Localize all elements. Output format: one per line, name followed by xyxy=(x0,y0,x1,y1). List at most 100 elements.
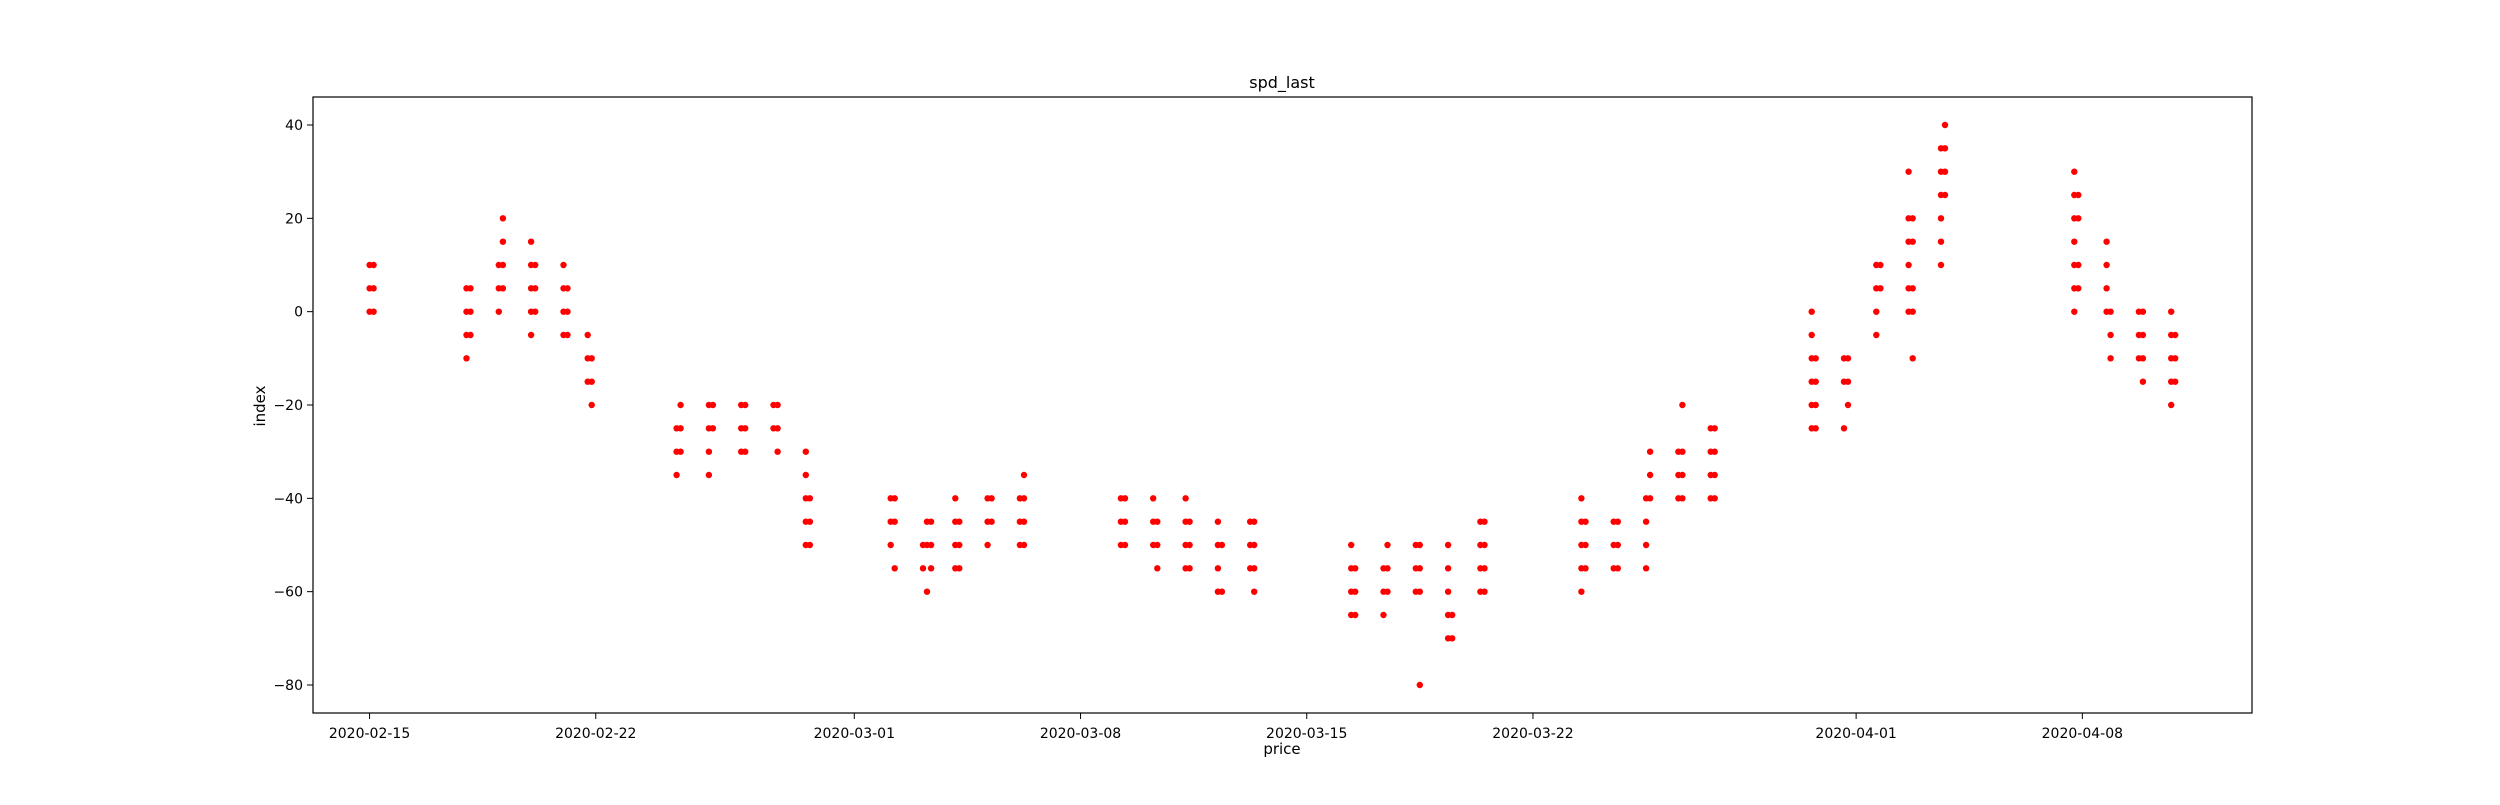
data-point xyxy=(1578,588,1585,595)
data-point xyxy=(927,541,935,549)
data-point xyxy=(370,261,377,269)
x-tick-label: 2020-04-08 xyxy=(2042,726,2123,742)
data-point xyxy=(499,261,507,269)
data-point xyxy=(988,495,995,502)
data-point xyxy=(2168,308,2175,315)
data-point xyxy=(2103,285,2110,292)
data-point xyxy=(584,331,591,339)
data-point xyxy=(806,541,814,549)
data-point xyxy=(919,565,927,572)
data-point xyxy=(2071,168,2078,175)
x-axis-label: price xyxy=(1263,740,1300,758)
data-point xyxy=(560,261,567,269)
data-point xyxy=(2075,191,2082,199)
data-point xyxy=(499,215,507,222)
data-point xyxy=(1909,215,1916,222)
y-tick-label: 0 xyxy=(294,305,303,321)
data-point xyxy=(891,518,898,525)
data-point xyxy=(891,495,898,502)
data-point xyxy=(1444,588,1452,595)
data-point xyxy=(891,565,898,572)
data-point xyxy=(2172,378,2179,385)
data-point xyxy=(1614,541,1622,549)
data-point xyxy=(588,355,595,362)
data-point xyxy=(499,285,507,292)
data-point xyxy=(1808,308,1815,315)
data-point xyxy=(1214,518,1222,525)
data-point xyxy=(927,565,935,572)
data-point xyxy=(2071,308,2078,315)
data-points xyxy=(366,121,2179,689)
data-point xyxy=(1711,495,1718,502)
data-point xyxy=(1449,635,1456,642)
data-point xyxy=(1844,378,1852,385)
data-point xyxy=(1937,238,1945,245)
data-point xyxy=(2075,285,2082,292)
data-point xyxy=(1582,565,1589,572)
data-point xyxy=(532,285,539,292)
data-point xyxy=(527,238,535,245)
data-point xyxy=(1481,541,1488,549)
data-point xyxy=(1214,565,1222,572)
data-point xyxy=(1384,565,1391,572)
data-point xyxy=(1941,145,1949,152)
data-point xyxy=(956,518,963,525)
data-point xyxy=(1121,518,1129,525)
data-point xyxy=(1444,565,1452,572)
data-point xyxy=(527,331,535,339)
y-axis-ticks: 40 20 0 −20 −40 −60 −80 xyxy=(273,118,313,694)
data-point xyxy=(1352,611,1359,619)
data-point xyxy=(709,401,717,409)
data-point xyxy=(1679,401,1686,409)
data-point xyxy=(2103,261,2110,269)
data-point xyxy=(467,308,474,315)
chart-title: spd_last xyxy=(1249,73,1315,93)
data-point xyxy=(677,448,684,455)
data-point xyxy=(1909,355,1916,362)
data-point xyxy=(1937,261,1945,269)
data-point xyxy=(564,331,571,339)
data-point xyxy=(1416,565,1424,572)
data-point xyxy=(1873,331,1880,339)
data-point xyxy=(1808,331,1815,339)
data-point xyxy=(742,401,749,409)
data-point xyxy=(1218,541,1226,549)
data-point xyxy=(1711,448,1718,455)
x-tick-label: 2020-03-08 xyxy=(1040,726,1121,742)
data-point xyxy=(495,308,502,315)
data-point xyxy=(1909,308,1916,315)
data-point xyxy=(956,541,963,549)
data-point xyxy=(1642,565,1650,572)
y-tick-label: −80 xyxy=(273,678,303,694)
data-point xyxy=(1121,541,1129,549)
data-point xyxy=(2071,238,2078,245)
data-point xyxy=(588,401,595,409)
data-point xyxy=(774,425,781,432)
data-point xyxy=(1384,541,1391,549)
data-point xyxy=(370,285,377,292)
y-axis-label: index xyxy=(251,385,269,426)
data-point xyxy=(564,285,571,292)
data-point xyxy=(1251,565,1258,572)
data-point xyxy=(1481,565,1488,572)
x-tick-label: 2020-04-01 xyxy=(1815,726,1896,742)
data-point xyxy=(1877,261,1884,269)
data-point xyxy=(1251,518,1258,525)
y-tick-label: 40 xyxy=(285,118,303,134)
data-point xyxy=(499,238,507,245)
y-tick-label: −20 xyxy=(273,398,303,414)
data-point xyxy=(1812,355,1819,362)
data-point xyxy=(1840,425,1848,432)
data-point xyxy=(1877,285,1884,292)
data-point xyxy=(1416,681,1424,689)
data-point xyxy=(705,448,713,455)
data-point xyxy=(774,448,781,455)
data-point xyxy=(1481,518,1488,525)
data-point xyxy=(1646,471,1654,479)
data-point xyxy=(956,565,963,572)
data-point xyxy=(1449,611,1456,619)
data-point xyxy=(2107,331,2114,339)
data-point xyxy=(1812,425,1819,432)
data-point xyxy=(887,541,894,549)
